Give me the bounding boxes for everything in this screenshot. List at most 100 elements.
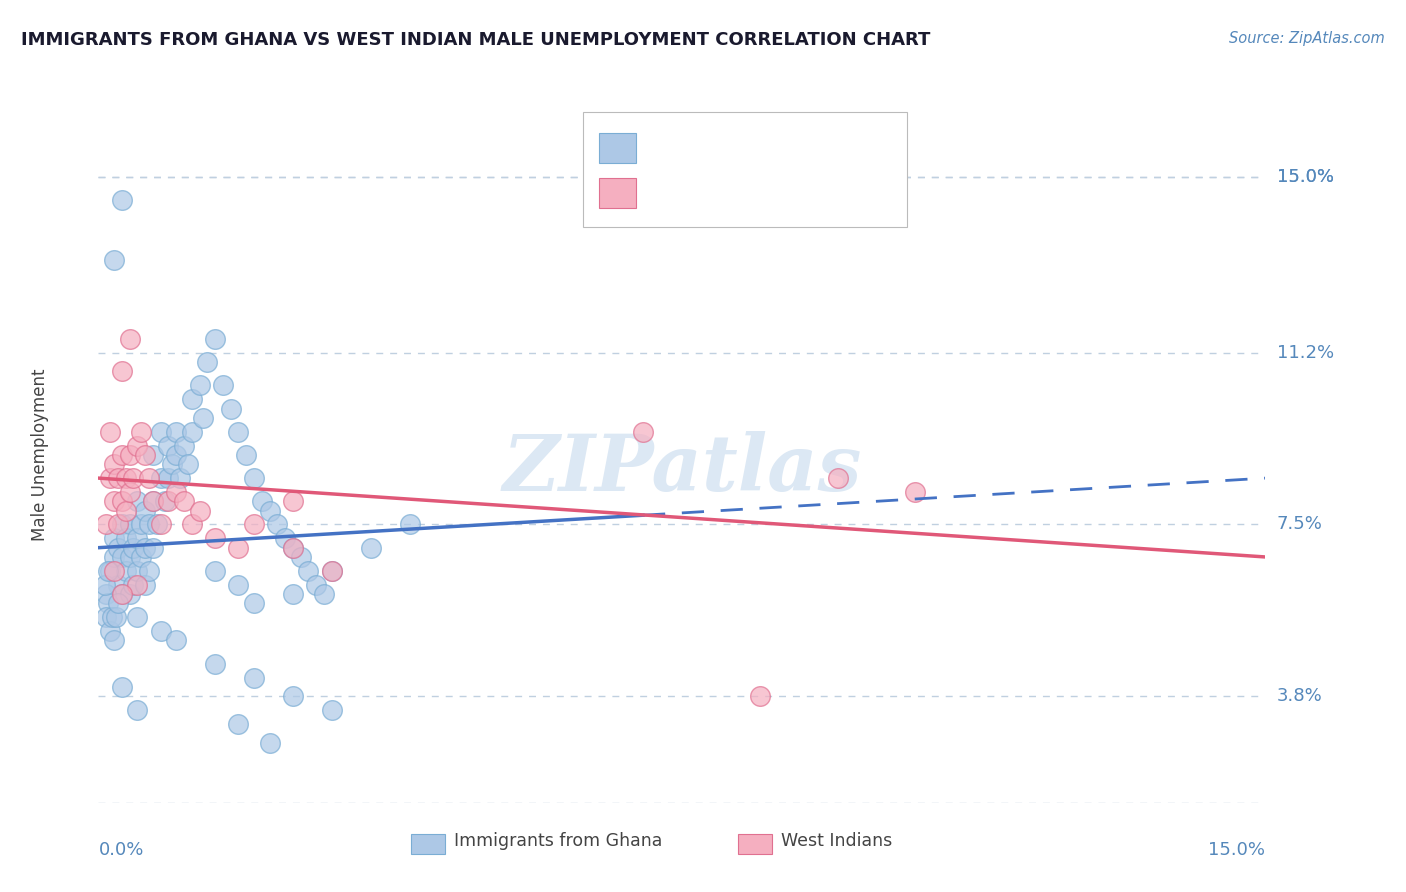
Point bbox=[96, 587, 118, 601]
Point bbox=[360, 541, 382, 555]
Text: N =: N = bbox=[749, 184, 801, 202]
Point bbox=[212, 378, 235, 392]
Text: West Indians: West Indians bbox=[782, 832, 893, 850]
Text: 3.8%: 3.8% bbox=[1277, 687, 1322, 705]
Point bbox=[631, 425, 654, 439]
Point bbox=[266, 517, 288, 532]
Point bbox=[259, 503, 281, 517]
Point bbox=[312, 587, 335, 601]
Point bbox=[243, 517, 266, 532]
Point bbox=[228, 425, 250, 439]
Point bbox=[281, 689, 304, 703]
Point bbox=[127, 610, 149, 624]
Point bbox=[904, 485, 927, 500]
Point bbox=[305, 578, 328, 592]
Point bbox=[93, 578, 115, 592]
Point bbox=[173, 439, 195, 453]
Point bbox=[118, 448, 141, 462]
Point bbox=[243, 471, 266, 485]
Point bbox=[127, 439, 149, 453]
Point bbox=[149, 624, 172, 639]
Text: R =: R = bbox=[644, 139, 683, 157]
Point bbox=[142, 448, 165, 462]
Point bbox=[118, 485, 141, 500]
Point bbox=[169, 471, 191, 485]
Point bbox=[111, 517, 134, 532]
Point bbox=[157, 439, 180, 453]
Point bbox=[129, 517, 152, 532]
Point bbox=[127, 564, 149, 578]
Point bbox=[149, 471, 172, 485]
Point bbox=[149, 425, 172, 439]
Point bbox=[127, 532, 149, 546]
Text: 40: 40 bbox=[792, 184, 817, 202]
Point bbox=[281, 587, 304, 601]
Point bbox=[103, 253, 125, 268]
Point bbox=[118, 549, 141, 564]
Text: ZIPatlas: ZIPatlas bbox=[502, 431, 862, 507]
Point bbox=[103, 564, 125, 578]
Point bbox=[111, 448, 134, 462]
Point bbox=[165, 448, 187, 462]
Text: 15.0%: 15.0% bbox=[1277, 168, 1333, 186]
Point bbox=[188, 378, 211, 392]
Point bbox=[204, 564, 226, 578]
Point bbox=[122, 471, 145, 485]
Point bbox=[103, 457, 125, 471]
Point bbox=[281, 541, 304, 555]
Point bbox=[111, 193, 134, 207]
Point bbox=[827, 471, 849, 485]
Text: 11.2%: 11.2% bbox=[1277, 344, 1334, 362]
Text: 89: 89 bbox=[782, 139, 807, 157]
Point bbox=[129, 549, 152, 564]
Text: 7.5%: 7.5% bbox=[1277, 516, 1323, 533]
FancyBboxPatch shape bbox=[738, 834, 772, 855]
Point bbox=[188, 503, 211, 517]
Point bbox=[103, 549, 125, 564]
Point bbox=[149, 517, 172, 532]
Point bbox=[98, 425, 121, 439]
Point bbox=[177, 457, 200, 471]
Point bbox=[103, 532, 125, 546]
Point bbox=[274, 532, 297, 546]
Point bbox=[134, 578, 156, 592]
Point bbox=[321, 564, 343, 578]
Point bbox=[127, 494, 149, 508]
Point bbox=[101, 610, 124, 624]
Point bbox=[107, 596, 129, 610]
Point bbox=[142, 541, 165, 555]
Point bbox=[103, 494, 125, 508]
Point bbox=[96, 610, 118, 624]
Point bbox=[250, 494, 273, 508]
Point bbox=[118, 332, 141, 346]
Point bbox=[142, 494, 165, 508]
Point bbox=[398, 517, 420, 532]
Point bbox=[142, 494, 165, 508]
Point bbox=[228, 578, 250, 592]
Point bbox=[243, 671, 266, 685]
Point bbox=[98, 564, 121, 578]
Point bbox=[165, 485, 187, 500]
Point bbox=[129, 425, 152, 439]
Point bbox=[281, 541, 304, 555]
Point bbox=[138, 517, 160, 532]
FancyBboxPatch shape bbox=[411, 834, 446, 855]
Point bbox=[228, 717, 250, 731]
Point bbox=[235, 448, 257, 462]
Point bbox=[297, 564, 319, 578]
Point bbox=[111, 587, 134, 601]
Point bbox=[104, 610, 127, 624]
Point bbox=[281, 494, 304, 508]
Point bbox=[111, 494, 134, 508]
Point bbox=[114, 503, 136, 517]
Point bbox=[127, 703, 149, 717]
Point bbox=[111, 549, 134, 564]
Point bbox=[228, 541, 250, 555]
Text: 0.0%: 0.0% bbox=[98, 841, 143, 859]
Point bbox=[157, 471, 180, 485]
Text: Source: ZipAtlas.com: Source: ZipAtlas.com bbox=[1229, 31, 1385, 46]
Point bbox=[180, 392, 202, 407]
Point bbox=[138, 471, 160, 485]
Point bbox=[127, 578, 149, 592]
Point bbox=[180, 517, 202, 532]
